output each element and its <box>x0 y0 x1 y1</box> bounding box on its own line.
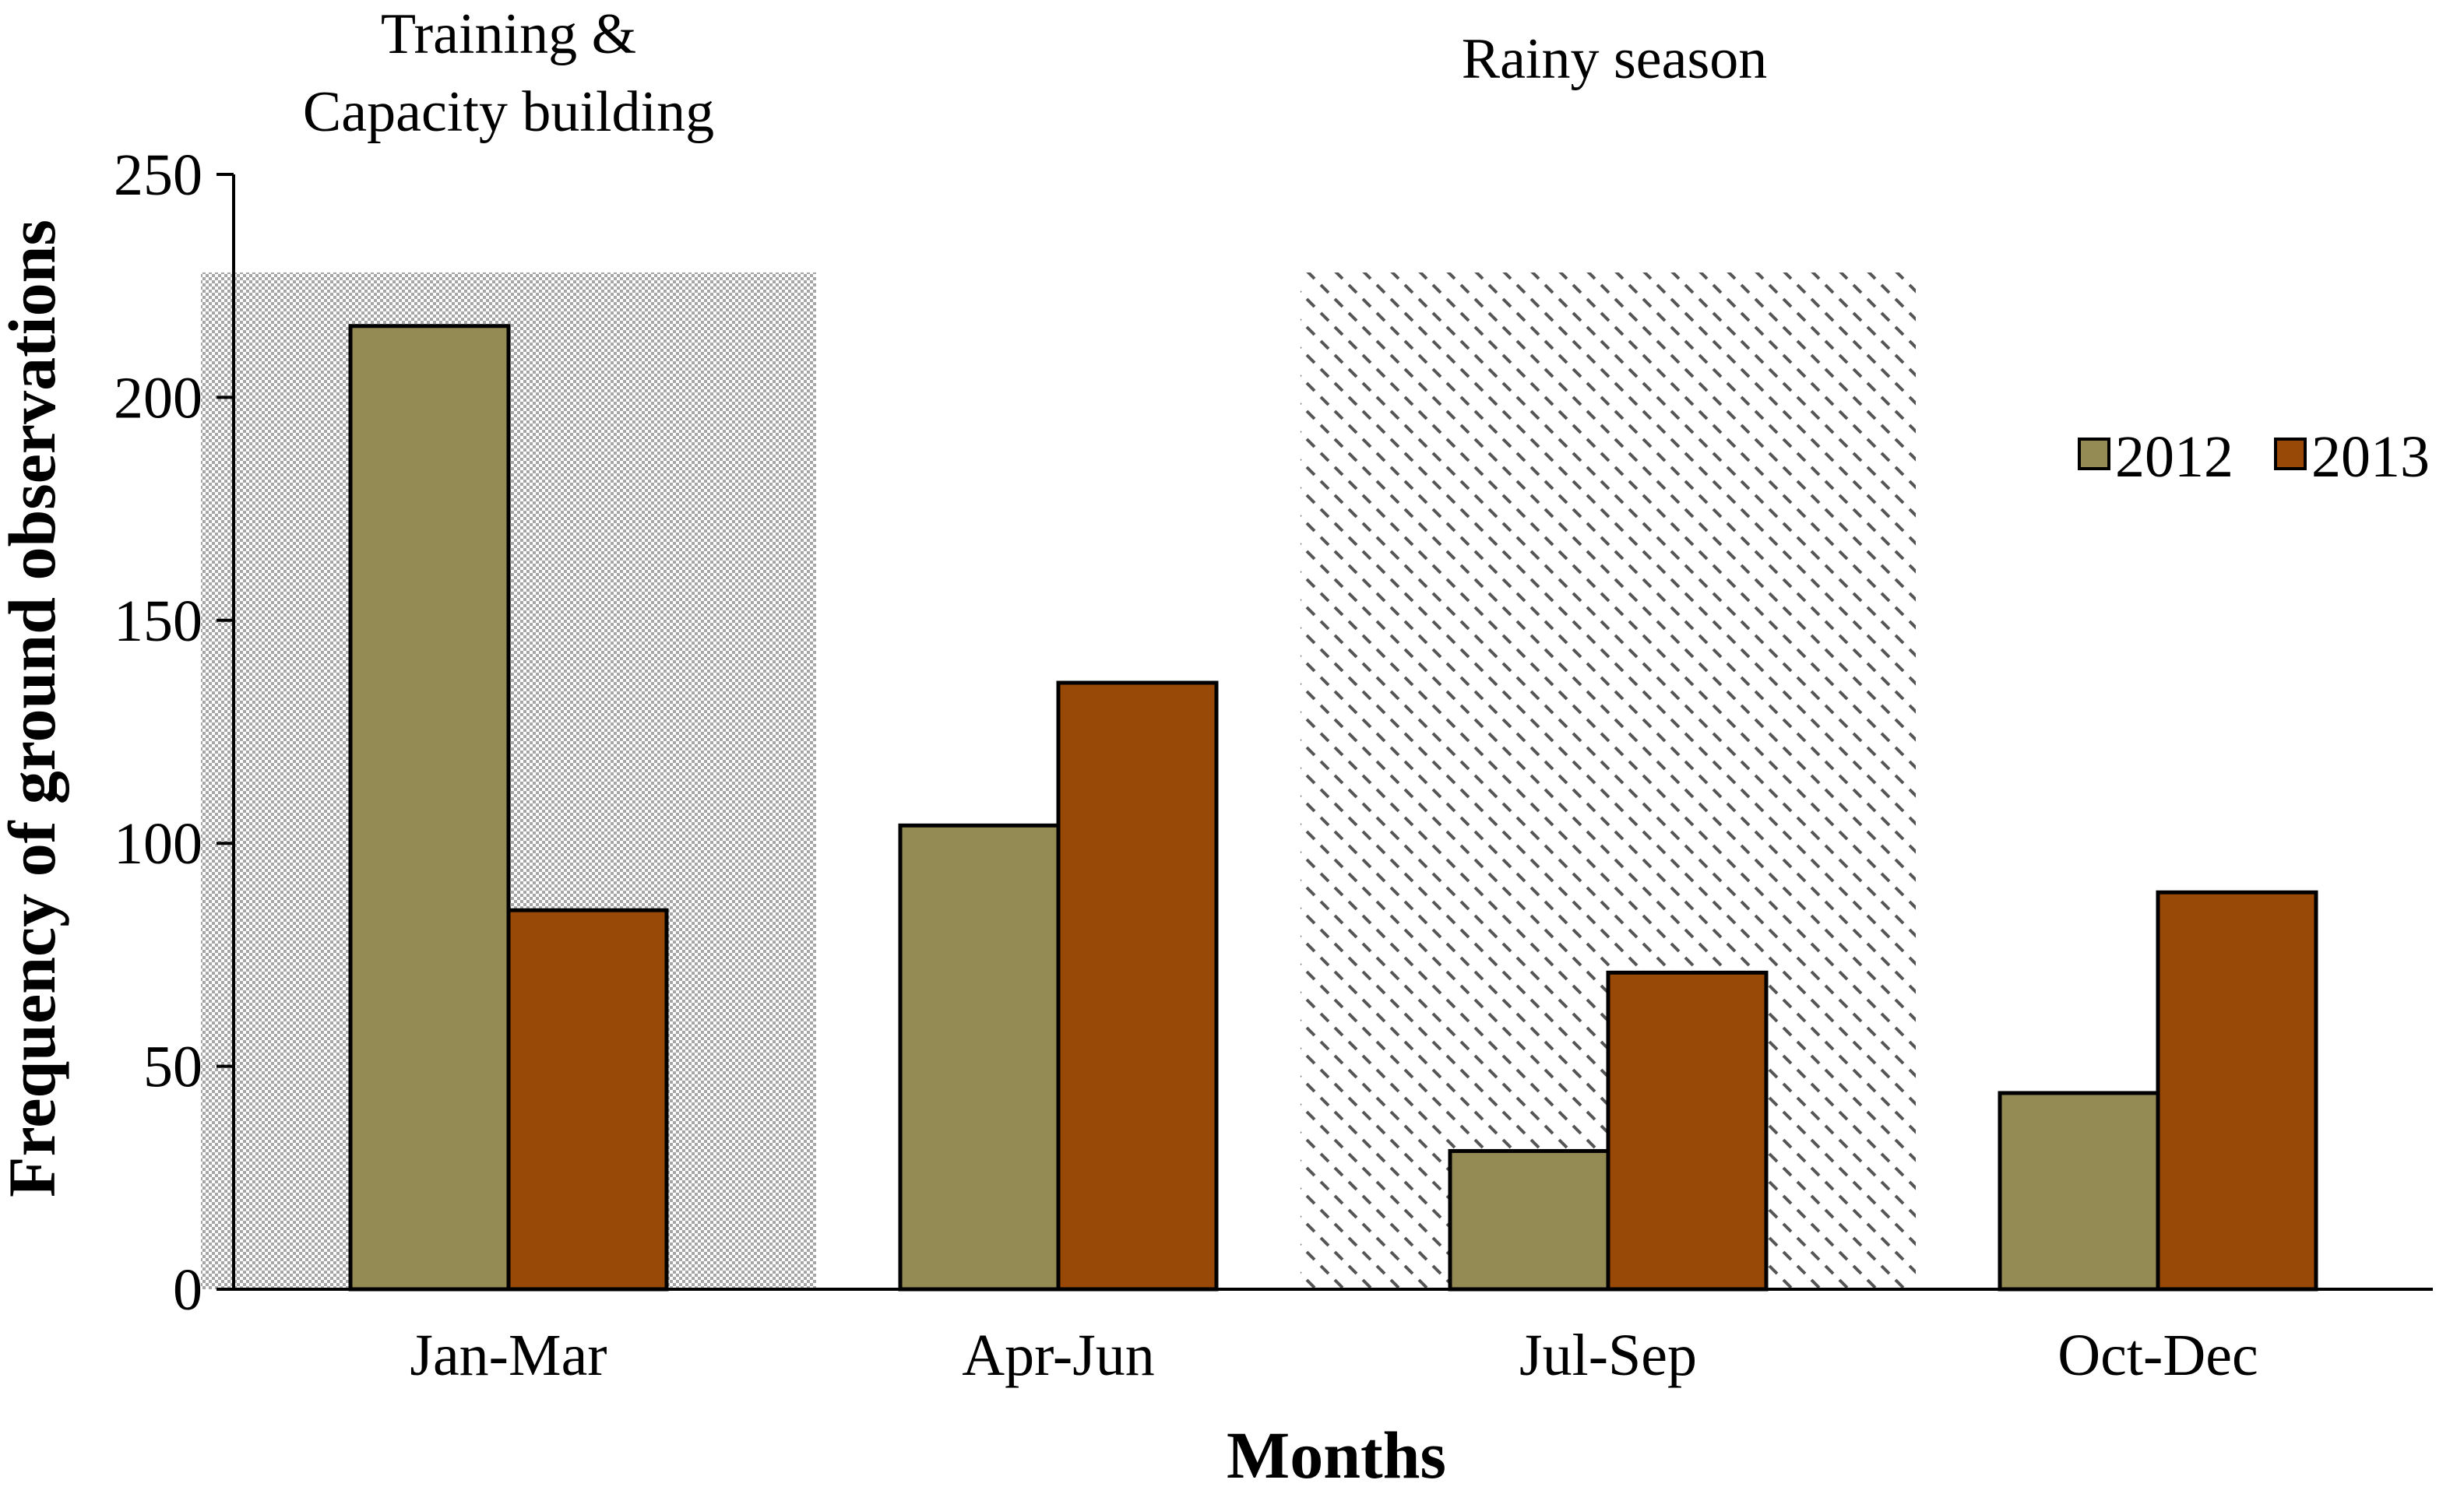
x-tick-label: Jul-Sep <box>1519 1323 1697 1388</box>
bar-2013-jan-mar <box>506 908 669 1292</box>
x-tick-label: Jan-Mar <box>410 1323 607 1388</box>
y-axis-title: Frequency of ground observations <box>0 220 69 1197</box>
legend: 2012 2013 <box>2078 424 2430 490</box>
y-axis-ticks: 0 50 100 150 200 250 <box>114 142 234 1323</box>
bar-2012-jul-sep <box>1448 1148 1610 1292</box>
legend-swatch-2012 <box>2078 438 2110 470</box>
bar-2013-oct-dec <box>2156 890 2318 1292</box>
bar-2013-jul-sep <box>1606 970 1769 1292</box>
legend-swatch-2013 <box>2274 438 2307 470</box>
y-tick-label: 200 <box>114 365 202 431</box>
region-label-line: Capacity building <box>303 80 714 144</box>
bars <box>348 324 2318 1292</box>
y-tick-label: 150 <box>114 589 202 654</box>
y-tick-label: 0 <box>173 1257 202 1323</box>
axes <box>232 174 2433 1291</box>
region-label-line: Rainy season <box>1462 27 1768 91</box>
region-label-line: Training & <box>381 2 636 66</box>
y-tick-label: 50 <box>143 1035 202 1100</box>
legend-label-2012: 2012 <box>2115 424 2233 490</box>
legend-label-2013: 2013 <box>2311 424 2430 490</box>
y-tick-label: 250 <box>114 142 202 208</box>
x-axis-title: Months <box>1227 1418 1446 1492</box>
y-tick-label: 100 <box>114 811 202 877</box>
x-axis-ticks: Jan-Mar Apr-Jun Jul-Sep Oct-Dec <box>410 1323 2258 1388</box>
bar-2013-apr-jun <box>1056 680 1219 1292</box>
bar-2012-oct-dec <box>1998 1091 2160 1292</box>
region-labels: Training & Capacity building Rainy season <box>303 2 1767 144</box>
bar-2012-jan-mar <box>348 324 511 1292</box>
x-tick-label: Apr-Jun <box>962 1323 1155 1388</box>
bar-2012-apr-jun <box>898 823 1061 1292</box>
x-tick-label: Oct-Dec <box>2057 1323 2258 1388</box>
